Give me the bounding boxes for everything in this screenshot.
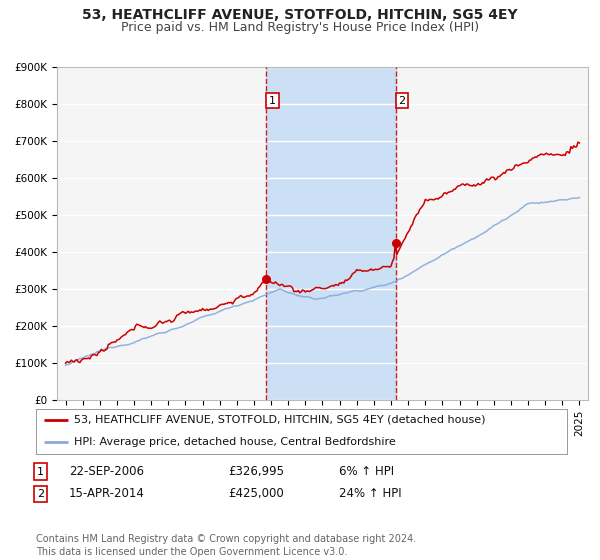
Text: 53, HEATHCLIFF AVENUE, STOTFOLD, HITCHIN, SG5 4EY: 53, HEATHCLIFF AVENUE, STOTFOLD, HITCHIN… (82, 8, 518, 22)
Text: 24% ↑ HPI: 24% ↑ HPI (339, 487, 401, 501)
Text: 2: 2 (398, 96, 406, 105)
Text: 2: 2 (37, 489, 44, 499)
Text: 1: 1 (37, 466, 44, 477)
Text: 22-SEP-2006: 22-SEP-2006 (69, 465, 144, 478)
Bar (266, 67, 396, 400)
Text: £425,000: £425,000 (228, 487, 284, 501)
Text: 6% ↑ HPI: 6% ↑ HPI (339, 465, 394, 478)
Text: Contains HM Land Registry data © Crown copyright and database right 2024.
This d: Contains HM Land Registry data © Crown c… (36, 534, 416, 557)
Text: 15-APR-2014: 15-APR-2014 (69, 487, 145, 501)
Text: £326,995: £326,995 (228, 465, 284, 478)
Text: 53, HEATHCLIFF AVENUE, STOTFOLD, HITCHIN, SG5 4EY (detached house): 53, HEATHCLIFF AVENUE, STOTFOLD, HITCHIN… (74, 415, 486, 425)
Text: HPI: Average price, detached house, Central Bedfordshire: HPI: Average price, detached house, Cent… (74, 437, 396, 447)
Text: 1: 1 (269, 96, 276, 105)
Text: Price paid vs. HM Land Registry's House Price Index (HPI): Price paid vs. HM Land Registry's House … (121, 21, 479, 34)
